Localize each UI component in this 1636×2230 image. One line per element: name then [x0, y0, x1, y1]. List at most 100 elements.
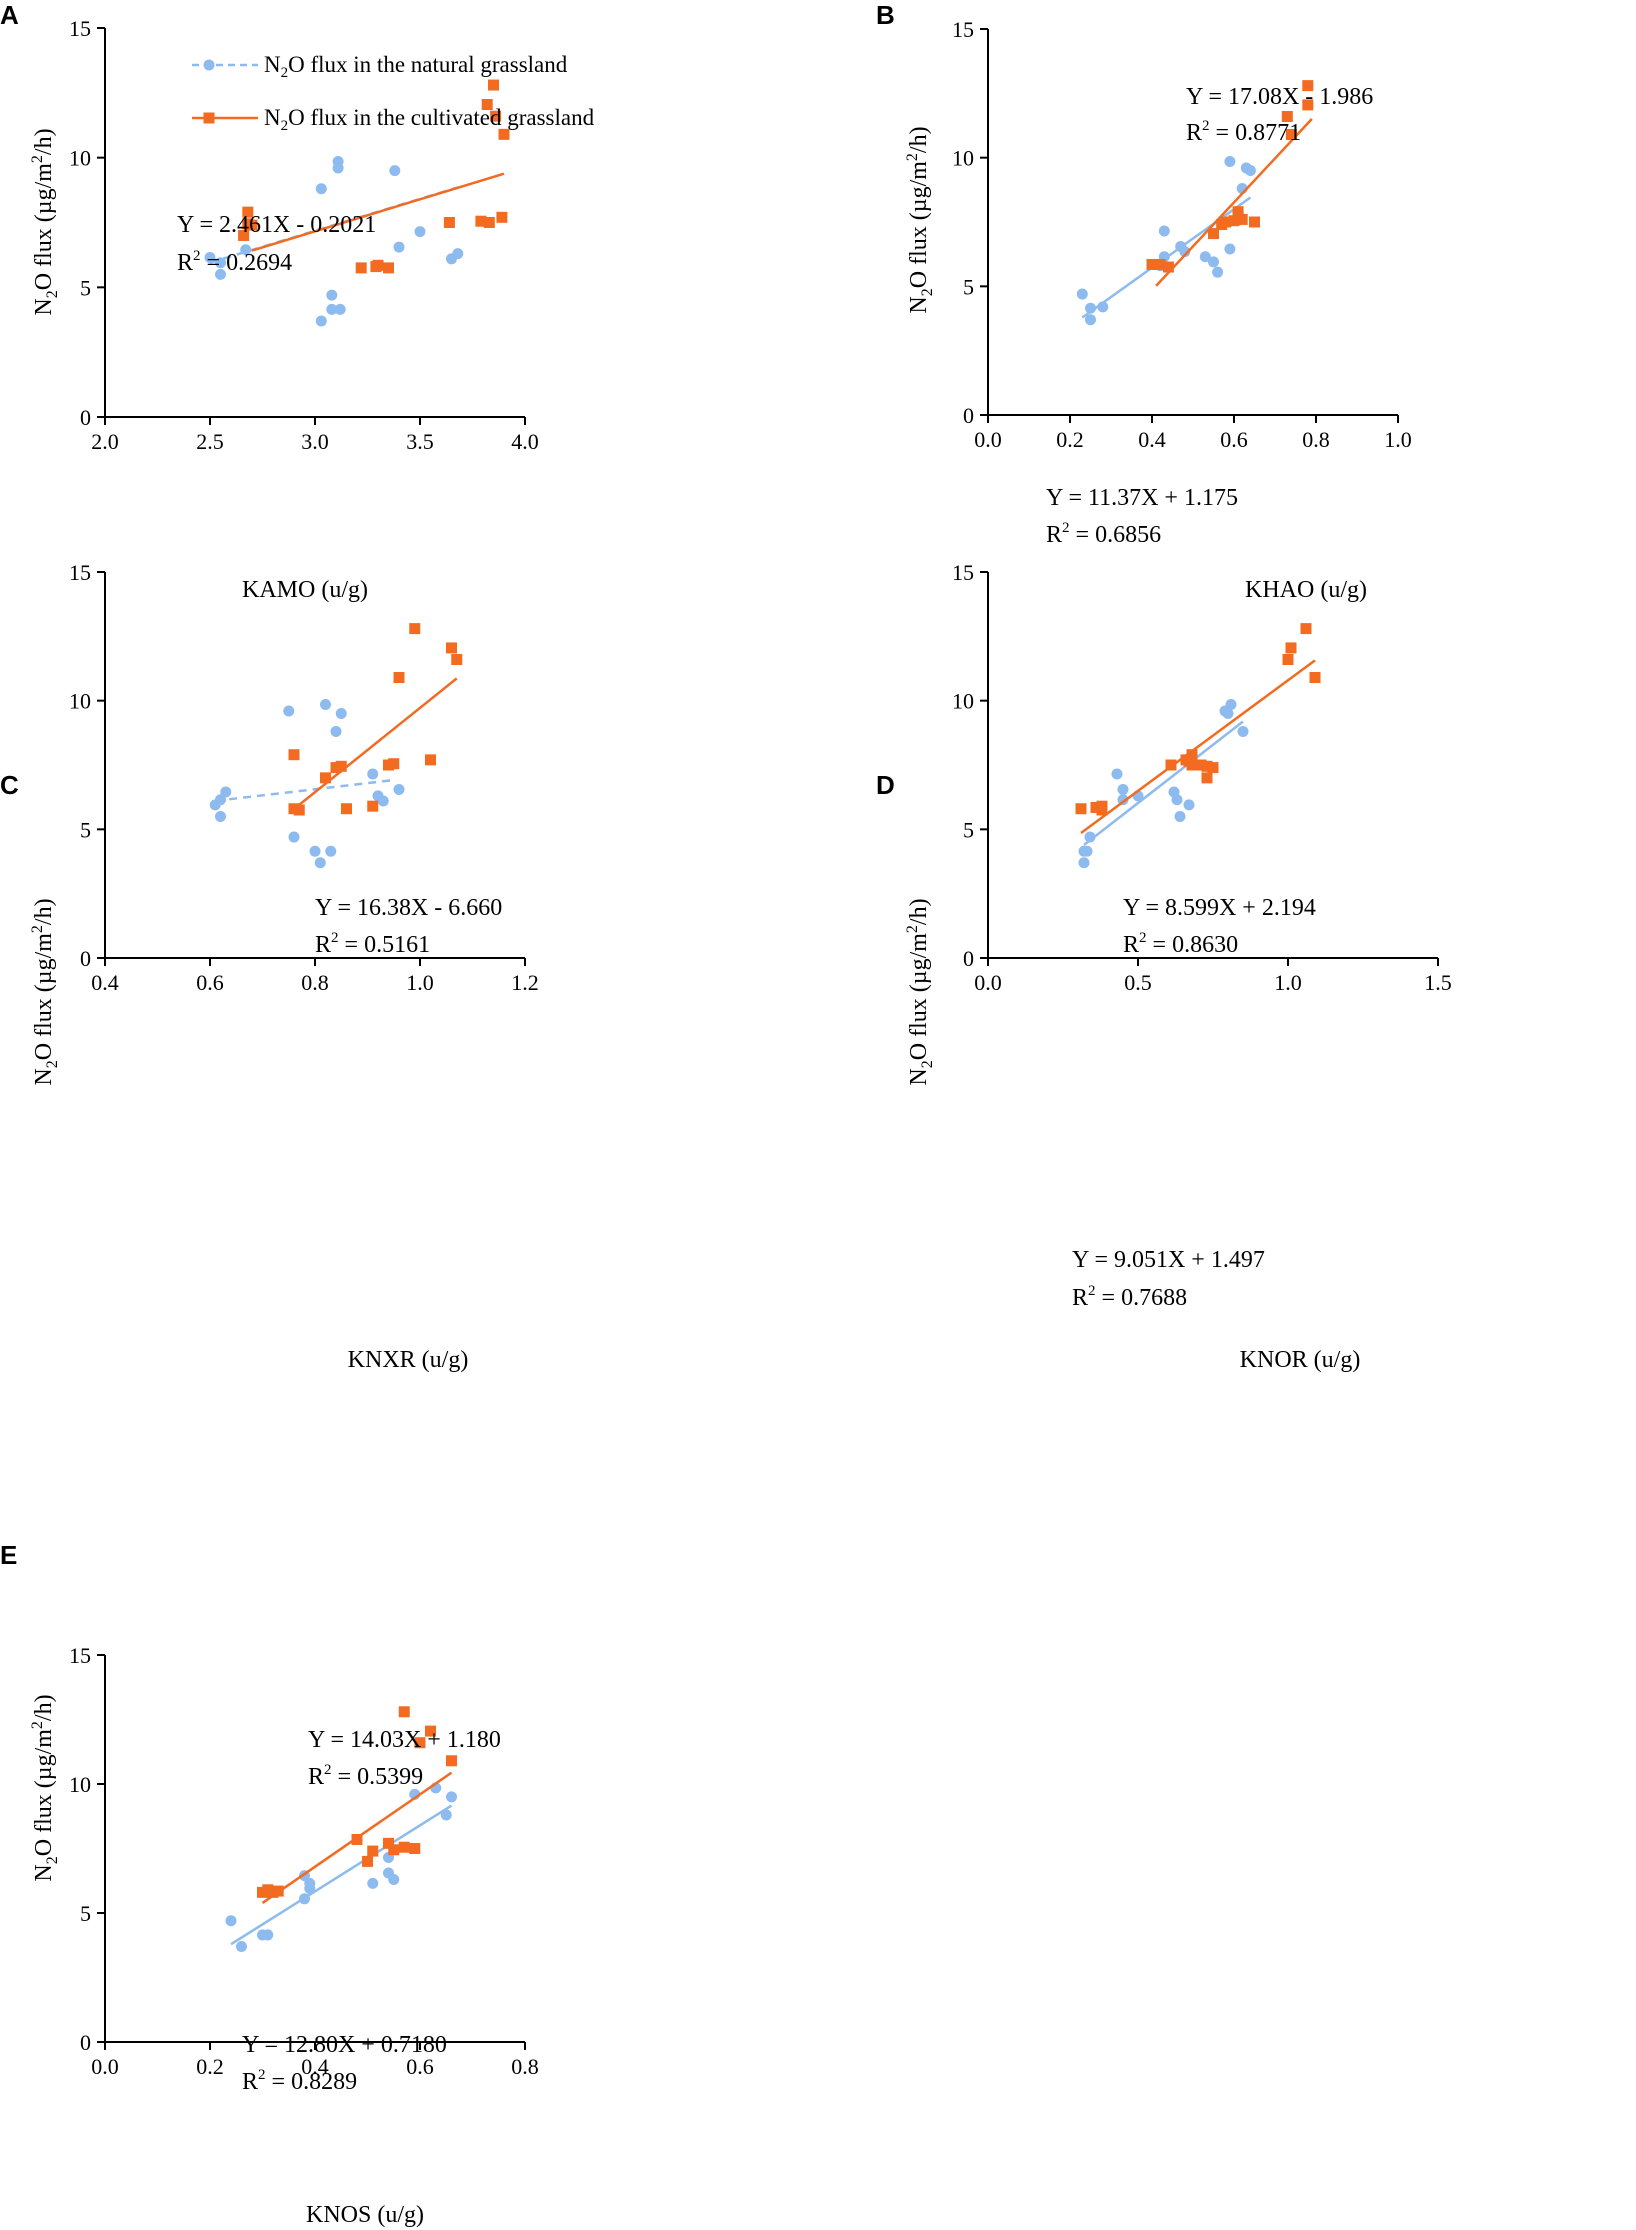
x-axis-label: KNXR (u/g) — [348, 1347, 469, 1373]
cultivated-point — [1154, 258, 1166, 270]
panel-c: C 0.4 0.6 0.8 1.0 1.2 0 5 10 15 KNXR (u/g) N2O … — [0, 560, 700, 1373]
y-label-mid: O flux (µg/m — [31, 163, 57, 290]
y-axis-label: N2O flux (µg/m2/h) — [29, 1694, 61, 1881]
cultivated-point — [398, 1706, 410, 1718]
x-tick-label: 3.0 — [301, 429, 329, 454]
x-tick-label: 1.0 — [1274, 970, 1302, 995]
equation-natural: Y = 2.461X - 0.2021 — [177, 212, 376, 238]
y-tick-label: 10 — [952, 689, 974, 714]
x-tick-label: 0.0 — [974, 970, 1002, 995]
natural-point — [1199, 251, 1211, 263]
scatter-chart-c: 0.4 0.6 0.8 1.0 1.2 0 5 10 15 KNXR (u/g) N2O fl… — [29, 560, 539, 1373]
cultivated-point — [1249, 216, 1260, 228]
cultivated-point — [335, 760, 347, 772]
x-tick-label: 1.0 — [406, 970, 434, 995]
chart-marks — [97, 571, 526, 966]
r2-natural: R2 = 0.8289 — [242, 2067, 357, 2095]
x-tick-labels: 2.0 2.5 3.0 3.5 4.0 — [91, 429, 539, 454]
natural-point — [367, 1877, 379, 1889]
panel-b: B 0.0 0.2 0.4 0.6 0.8 1.0 0 5 10 15 KHAO (u/g) N… — [876, 0, 1576, 603]
y-tick-labels: 0 5 10 15 — [69, 1643, 91, 2055]
cultivated-point — [1236, 213, 1248, 225]
y-tick-labels: 0 5 10 15 — [952, 17, 974, 428]
x-tick-label: 1.5 — [1424, 970, 1452, 995]
natural-point — [1179, 246, 1191, 258]
natural-point — [1208, 256, 1219, 268]
natural-point — [215, 810, 226, 822]
x-tick-label: 0.8 — [511, 2054, 539, 2079]
x-tick-label: 0.6 — [1220, 427, 1248, 452]
chart-marks — [980, 571, 1439, 966]
panel-e: E 0.0 0.2 0.4 0.6 0.8 0 5 10 15 KNOS (u/g) N2O … — [0, 1540, 700, 2228]
cultivated-point — [1146, 258, 1158, 270]
cultivated-point — [383, 262, 394, 274]
natural-point — [446, 1791, 457, 1803]
x-axis-label: KAMO (u/g) — [242, 577, 368, 603]
y-tick-labels: 0 5 10 15 — [69, 560, 91, 971]
y-axis-label: N2O flux (µg/m2/h) — [904, 126, 936, 313]
natural-point — [315, 315, 327, 327]
cultivated-point — [409, 623, 421, 635]
y-tick-label: 0 — [80, 2030, 91, 2055]
cultivated-point — [1302, 99, 1314, 111]
x-tick-label: 2.5 — [196, 429, 224, 454]
y-label-sub: 2 — [44, 290, 61, 298]
natural-point — [1085, 314, 1096, 326]
x-tick-labels: 0.0 0.5 1.0 1.5 — [974, 970, 1452, 995]
cultivated-point — [488, 79, 499, 91]
legend-natural-marker — [203, 59, 215, 71]
natural-point — [414, 226, 426, 238]
natural-point — [393, 241, 405, 253]
natural-point — [215, 268, 226, 280]
legend-natural-label: N2O flux in the natural grassland — [264, 52, 568, 81]
cultivated-point — [383, 1837, 394, 1849]
natural-point — [204, 252, 216, 264]
natural-point — [262, 1929, 274, 1941]
cultivated-point — [320, 772, 331, 784]
natural-point — [288, 831, 300, 843]
panel-letter-a: A — [0, 0, 19, 30]
panel-letter-e: E — [0, 1540, 18, 1570]
cultivated-point — [238, 229, 250, 241]
r2-cultivated: R2 = 0.5399 — [308, 1762, 423, 1790]
cultivated-point — [1220, 216, 1232, 228]
natural-fit-line — [1083, 720, 1244, 846]
cultivated-point — [475, 215, 487, 227]
cultivated-point — [496, 211, 508, 223]
y-tick-label: 5 — [80, 817, 91, 842]
cultivated-point — [393, 672, 405, 684]
y-tick-label: 10 — [952, 146, 974, 171]
x-tick-label: 0.5 — [1124, 970, 1152, 995]
natural-point — [236, 1941, 247, 1953]
cultivated-point — [1302, 80, 1314, 92]
x-tick-label: 3.5 — [406, 429, 434, 454]
cultivated-point — [409, 1843, 421, 1854]
cultivated-point — [1186, 749, 1198, 761]
natural-point — [1237, 726, 1249, 738]
natural-point — [326, 303, 338, 315]
legend: N2O flux in the natural grassland N2O fl… — [192, 52, 595, 134]
equation-cultivated: Y = 16.38X - 6.660 — [315, 895, 502, 921]
cultivated-point — [498, 128, 510, 140]
x-axis-label: KNOR (u/g) — [1240, 1347, 1361, 1373]
x-tick-label: 0.4 — [91, 970, 119, 995]
x-axis-label: KNOS (u/g) — [306, 2202, 424, 2228]
natural-point — [388, 1873, 400, 1885]
scatter-chart-d: 0.0 0.5 1.0 1.5 0 5 10 15 KNOR (u/g) N2O flux … — [904, 560, 1452, 1373]
natural-point — [1244, 165, 1256, 177]
cultivated-point — [293, 804, 305, 816]
natural-point — [309, 845, 321, 857]
y-axis-label: N2O flux (µg/m2/h) — [904, 898, 936, 1085]
natural-point — [1085, 302, 1096, 314]
natural-point — [326, 289, 338, 301]
cultivated-point — [246, 219, 258, 231]
panel-d: D 0.0 0.5 1.0 1.5 0 5 10 15 KNOR (u/g) N2O flu… — [876, 560, 1576, 1373]
cultivated-point — [351, 1833, 363, 1845]
y-tick-labels: 0 5 10 15 — [69, 16, 91, 430]
cultivated-point — [372, 259, 384, 271]
y-tick-label: 5 — [963, 817, 974, 842]
x-tick-label: 1.0 — [1384, 427, 1412, 452]
natural-point — [377, 795, 389, 807]
natural-point — [225, 1915, 237, 1927]
